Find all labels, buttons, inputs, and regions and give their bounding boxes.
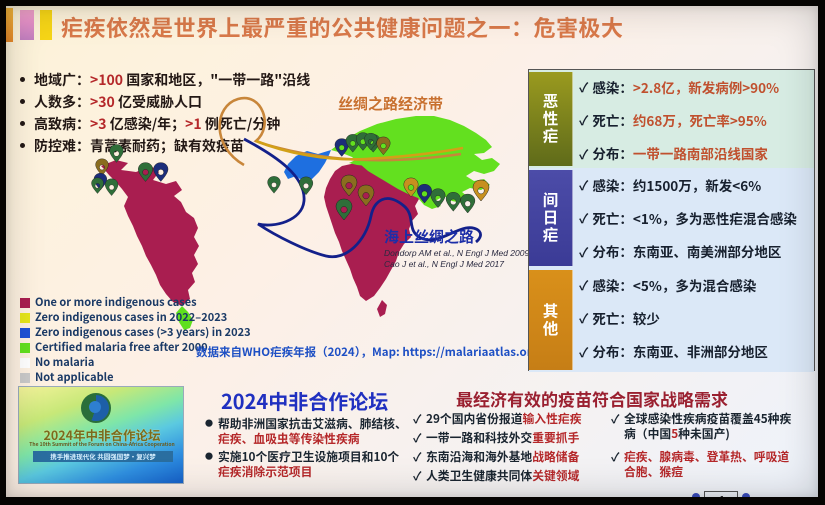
svg-text:Cao J et al., N Engl J Med 201: Cao J et al., N Engl J Med 2017 [384, 259, 504, 269]
svg-text:Dondorp AM et al., N Engl J Me: Dondorp AM et al., N Engl J Med 2009 [384, 248, 529, 258]
svg-text:丝绸之路经济带: 丝绸之路经济带 [338, 93, 443, 114]
svg-text:海上丝绸之路: 海上丝绸之路 [384, 226, 474, 247]
